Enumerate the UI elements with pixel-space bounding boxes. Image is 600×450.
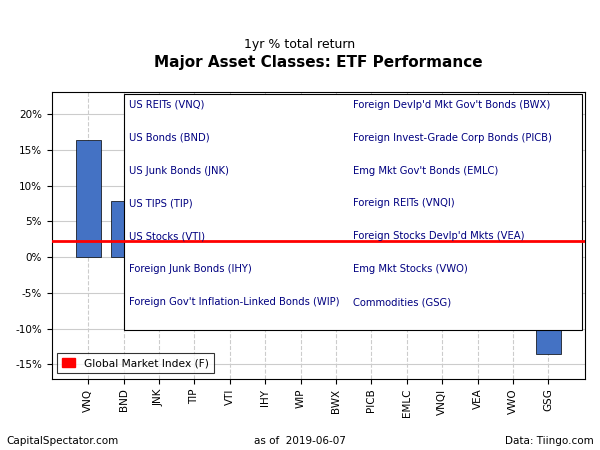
- Bar: [430, 257, 455, 259]
- Text: Foreign Devlp'd Mkt Gov't Bonds (BWX): Foreign Devlp'd Mkt Gov't Bonds (BWX): [353, 99, 550, 110]
- Bar: [465, 257, 490, 297]
- Text: Foreign Gov't Inflation-Linked Bonds (WIP): Foreign Gov't Inflation-Linked Bonds (WI…: [129, 297, 340, 307]
- Text: Emg Mkt Stocks (VWO): Emg Mkt Stocks (VWO): [353, 264, 468, 274]
- Text: Foreign Stocks Devlp'd Mkts (VEA): Foreign Stocks Devlp'd Mkts (VEA): [353, 231, 524, 241]
- Bar: [323, 234, 349, 257]
- Bar: [217, 225, 242, 257]
- Bar: [76, 140, 101, 257]
- Text: Commodities (GSG): Commodities (GSG): [353, 297, 451, 307]
- Text: US REITs (VNQ): US REITs (VNQ): [129, 99, 205, 110]
- Text: Emg Mkt Gov't Bonds (EMLC): Emg Mkt Gov't Bonds (EMLC): [353, 166, 498, 176]
- Text: Data: Tiingo.com: Data: Tiingo.com: [505, 436, 594, 446]
- Text: US TIPS (TIP): US TIPS (TIP): [129, 198, 193, 208]
- Bar: [500, 257, 526, 318]
- Bar: [536, 257, 561, 354]
- Text: US Stocks (VTI): US Stocks (VTI): [129, 231, 205, 241]
- Bar: [111, 201, 136, 257]
- Bar: [253, 231, 278, 257]
- Legend: Global Market Index (F): Global Market Index (F): [57, 353, 214, 374]
- Title: Major Asset Classes: ETF Performance: Major Asset Classes: ETF Performance: [154, 55, 482, 71]
- Text: Foreign Invest-Grade Corp Bonds (PICB): Foreign Invest-Grade Corp Bonds (PICB): [353, 133, 552, 143]
- Text: CapitalSpectator.com: CapitalSpectator.com: [6, 436, 118, 446]
- FancyBboxPatch shape: [124, 94, 583, 330]
- Bar: [146, 211, 172, 257]
- Text: as of  2019-06-07: as of 2019-06-07: [254, 436, 346, 446]
- Text: US Bonds (BND): US Bonds (BND): [129, 133, 209, 143]
- Bar: [359, 249, 384, 257]
- Bar: [182, 218, 207, 257]
- Text: Foreign Junk Bonds (IHY): Foreign Junk Bonds (IHY): [129, 264, 251, 274]
- Text: US Junk Bonds (JNK): US Junk Bonds (JNK): [129, 166, 229, 176]
- Bar: [288, 231, 313, 257]
- Bar: [394, 251, 419, 257]
- Text: 1yr % total return: 1yr % total return: [244, 38, 356, 51]
- Text: Foreign REITs (VNQI): Foreign REITs (VNQI): [353, 198, 455, 208]
